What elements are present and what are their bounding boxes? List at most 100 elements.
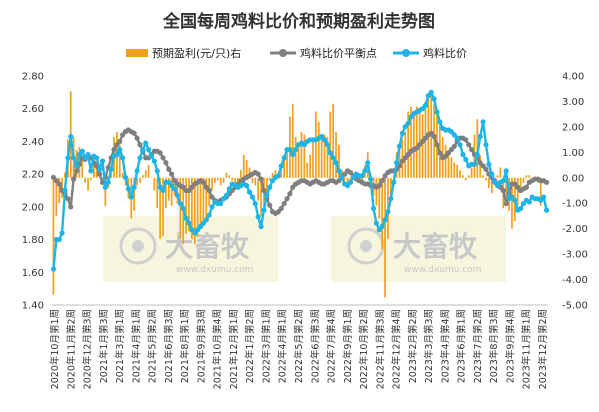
breakeven-point: [281, 200, 287, 207]
breakeven-point: [169, 171, 175, 177]
profit-bar: [110, 172, 112, 178]
ratio-point: [474, 151, 480, 158]
ratio-point: [339, 174, 345, 181]
profit-bar: [245, 159, 248, 178]
ratio-point: [500, 178, 506, 184]
ratio-point: [180, 205, 186, 212]
ratio-point: [405, 120, 411, 127]
profit-bar: [444, 144, 447, 178]
ratio-point: [117, 147, 123, 153]
ratio-point: [368, 176, 374, 182]
ratio-point: [143, 140, 149, 146]
ratio-point: [177, 200, 183, 207]
breakeven-point: [96, 171, 103, 177]
profit-bar: [464, 177, 467, 181]
breakeven-point: [258, 176, 264, 182]
profit-bar: [118, 144, 121, 178]
ratio-point: [431, 96, 437, 102]
profit-bar: [64, 172, 66, 178]
chart-title: 全国每周鸡料比价和预期盈利走势图: [162, 11, 435, 32]
ratio-point: [396, 143, 403, 149]
ratio-point: [218, 200, 224, 207]
profit-bar: [323, 134, 326, 178]
ratio-point: [385, 209, 391, 215]
breakeven-point: [73, 168, 80, 174]
profit-bar: [381, 177, 384, 250]
profit-bar: [528, 175, 531, 178]
profit-bar: [294, 137, 297, 178]
profit-bar: [280, 165, 283, 178]
ratio-point: [258, 223, 264, 230]
profit-bar: [153, 177, 156, 191]
ratio-point: [281, 155, 287, 161]
profit-bar: [306, 162, 309, 178]
ratio-point: [131, 184, 137, 190]
profit-bar: [228, 175, 231, 178]
profit-bar: [404, 131, 407, 178]
x-tick-label: 2021年8月第1周: [179, 309, 191, 383]
profit-bar: [167, 177, 170, 201]
breakeven-point: [157, 150, 163, 156]
profit-bar: [104, 177, 107, 206]
y-left-tick-label: 2.00: [22, 202, 44, 213]
breakeven-point: [287, 191, 293, 197]
profit-bar: [286, 147, 288, 178]
ratio-point: [146, 147, 152, 153]
ratio-point: [96, 166, 103, 172]
ratio-point: [365, 160, 371, 166]
profit-bar: [300, 131, 303, 178]
legend-marker-breakeven: [279, 49, 287, 57]
y-right-tick-label: 2.00: [562, 122, 584, 133]
profit-bar: [326, 137, 329, 178]
x-tick-label: 2023年11月第1周: [521, 309, 533, 389]
ratio-point: [370, 205, 377, 212]
profit-bar: [84, 177, 87, 183]
profit-bar: [185, 177, 187, 234]
profit-bar: [450, 157, 453, 178]
x-tick-label: 2023年6月第1周: [456, 309, 468, 383]
ratio-point: [59, 230, 65, 236]
breakeven-point: [255, 171, 261, 177]
ratio-point: [102, 184, 108, 190]
y-right-tick-label: -5.00: [562, 301, 588, 312]
breakeven-point: [131, 130, 137, 136]
breakeven-point: [500, 187, 506, 194]
y-right-tick-label: -2.00: [562, 224, 588, 235]
profit-bar: [346, 177, 349, 186]
profit-bar: [257, 177, 260, 201]
y-left-tick-label: 1.60: [22, 268, 44, 279]
breakeven-point: [483, 166, 489, 172]
ratio-point: [457, 142, 463, 148]
ratio-point: [264, 192, 270, 199]
y-right-tick-label: -1.00: [562, 199, 588, 210]
ratio-point: [50, 266, 57, 272]
profit-bar: [291, 103, 294, 178]
breakeven-point: [379, 178, 385, 184]
ratio-point: [526, 199, 532, 205]
breakeven-point: [468, 147, 475, 153]
profit-bar: [95, 162, 98, 178]
ratio-point: [541, 194, 547, 200]
x-tick-label: 2022年4月第1周: [277, 309, 289, 383]
breakeven-point: [523, 184, 529, 190]
profit-bar: [297, 147, 300, 178]
x-tick-label: 2020年12月第3周: [82, 309, 94, 389]
legend-marker-ratio: [402, 49, 410, 57]
profit-bar: [188, 177, 190, 232]
x-tick-label: 2022年6月第3周: [309, 309, 321, 383]
ratio-point: [399, 130, 405, 136]
ratio-point: [209, 204, 215, 210]
x-tick-label: 2021年1月第3周: [98, 309, 110, 383]
ratio-point: [151, 158, 157, 164]
legend-swatch-profit: [126, 49, 148, 57]
profit-bar: [303, 134, 306, 178]
profit-bar: [340, 170, 343, 178]
profit-bar: [505, 177, 508, 204]
ratio-point: [261, 207, 267, 213]
profit-bar: [453, 162, 456, 178]
watermark-logo-icon: [119, 227, 157, 265]
profit-bar: [205, 177, 208, 219]
ratio-point: [186, 220, 192, 226]
profit-bar: [516, 177, 519, 206]
y-right-tick-label: -4.00: [562, 275, 588, 286]
